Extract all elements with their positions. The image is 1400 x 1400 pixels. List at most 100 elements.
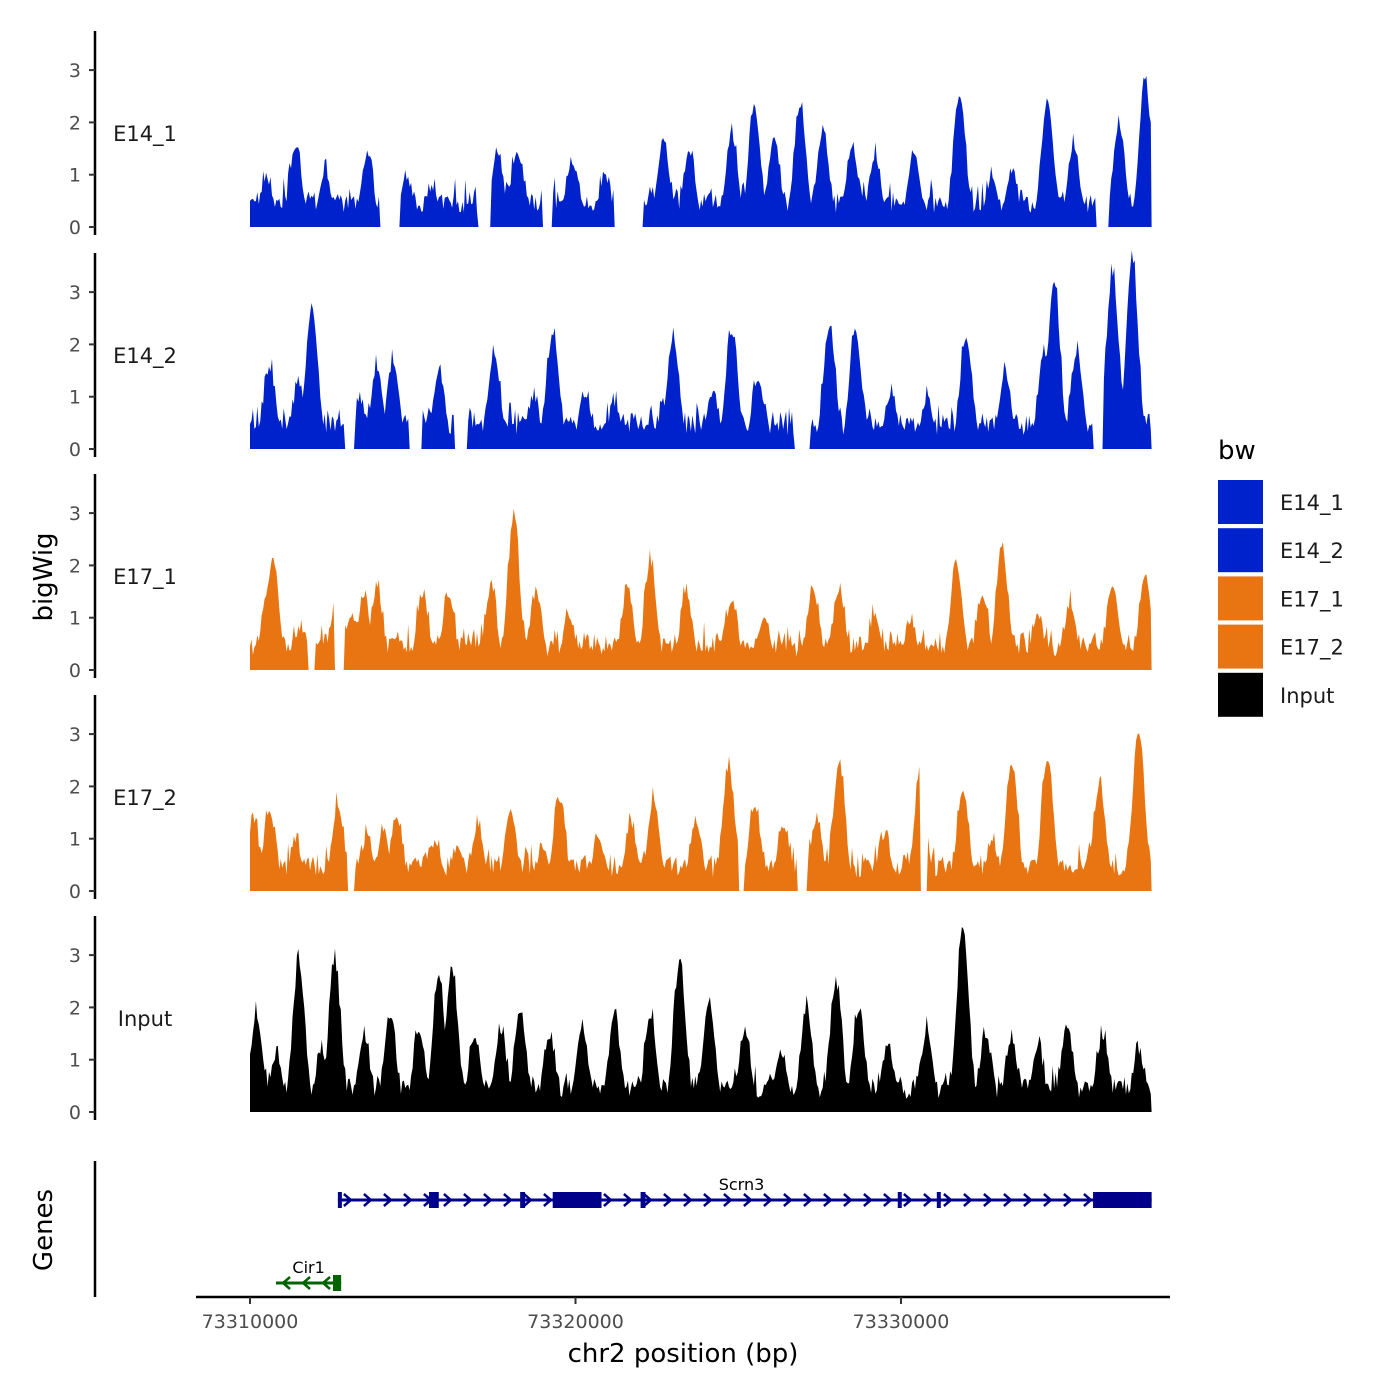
- strand-arrow: [1083, 1193, 1093, 1207]
- y-tick-label: 2: [69, 112, 81, 134]
- y-tick-label: 0: [69, 881, 81, 903]
- y-tick-label: 1: [69, 165, 81, 187]
- strand-arrow: [383, 1193, 393, 1207]
- gene-label: Cir1: [292, 1258, 324, 1277]
- track-e17-2: 0 1 2 3 E17_2: [69, 695, 1152, 903]
- coverage-area-input: [250, 926, 1152, 1112]
- track-label: E17_2: [113, 786, 177, 811]
- y-tick-label: 3: [69, 282, 81, 304]
- y-tick-label: 0: [69, 660, 81, 682]
- coverage-tracks: 0 1 2 3 E14_1 0 1 2 3 E14_2 0 1 2 3 E17_1 0 1 2 3 E17_2 0 1 2 3…: [69, 31, 1152, 1124]
- track-label: E14_1: [113, 122, 177, 147]
- strand-arrow: [301, 1276, 311, 1290]
- strand-arrow: [763, 1193, 773, 1207]
- strand-arrow: [1043, 1193, 1053, 1207]
- exon: [552, 1192, 602, 1208]
- strand-arrow: [321, 1276, 331, 1290]
- strand-arrow: [823, 1193, 833, 1207]
- strand-arrow: [363, 1193, 373, 1207]
- track-label: E17_1: [113, 565, 177, 590]
- strand-arrow: [1003, 1193, 1013, 1207]
- strand-arrow: [523, 1193, 533, 1207]
- coverage-area-e17-1: [250, 508, 1152, 670]
- track-input: 0 1 2 3 Input: [69, 916, 1152, 1124]
- genes-panel: Scrn3 Cir1: [93, 1161, 1152, 1297]
- strand-arrow: [403, 1193, 413, 1207]
- y-tick-label: 1: [69, 1050, 81, 1072]
- track-label: Input: [118, 1007, 172, 1031]
- legend-swatch: [1218, 528, 1263, 573]
- genes-track-title: Genes: [29, 1189, 59, 1271]
- y-tick-label: 3: [69, 503, 81, 525]
- exon: [640, 1192, 646, 1208]
- y-tick-label: 2: [69, 334, 81, 356]
- y-tick-label: 0: [69, 217, 81, 239]
- track-e14-1: 0 1 2 3 E14_1: [69, 31, 1152, 239]
- strand-arrow: [1063, 1193, 1073, 1207]
- strand-arrow: [663, 1193, 673, 1207]
- legend: bw E14_1 E14_2 E17_1 E17_2 Input: [1218, 436, 1344, 717]
- track-label: E14_2: [113, 344, 177, 369]
- y-tick-label: 3: [69, 60, 81, 82]
- y-tick-label: 2: [69, 555, 81, 577]
- legend-title: bw: [1218, 436, 1256, 466]
- x-tick-label: 73320000: [527, 1311, 624, 1333]
- strand-arrow: [843, 1193, 853, 1207]
- strand-arrow: [963, 1193, 973, 1207]
- legend-label: E14_1: [1280, 491, 1344, 516]
- strand-arrow: [443, 1193, 453, 1207]
- strand-arrow: [281, 1276, 291, 1290]
- strand-arrow: [483, 1193, 493, 1207]
- coverage-area-e17-2: [250, 733, 1152, 891]
- exon: [1093, 1192, 1152, 1208]
- legend-label: E17_1: [1280, 587, 1344, 612]
- legend-swatch: [1218, 576, 1263, 621]
- track-e14-2: 0 1 2 3 E14_2: [69, 250, 1152, 461]
- y-tick-label: 2: [69, 776, 81, 798]
- legend-swatch: [1218, 480, 1263, 524]
- y-tick-label: 1: [69, 608, 81, 630]
- strand-arrow: [923, 1193, 933, 1207]
- strand-arrow: [543, 1193, 553, 1207]
- y-tick-label: 0: [69, 1102, 81, 1124]
- y-tick-label: 3: [69, 724, 81, 746]
- y-tick-label: 2: [69, 997, 81, 1019]
- strand-arrow: [723, 1193, 733, 1207]
- x-tick-label: 73310000: [202, 1311, 299, 1333]
- strand-arrow: [883, 1193, 893, 1207]
- strand-arrow: [623, 1193, 633, 1207]
- strand-arrow: [603, 1193, 613, 1207]
- strand-arrow: [803, 1193, 813, 1207]
- legend-label: E17_2: [1280, 636, 1344, 661]
- strand-arrow: [343, 1193, 353, 1207]
- exon: [429, 1192, 439, 1208]
- strand-arrow: [463, 1193, 473, 1207]
- y-tick-label: 0: [69, 439, 81, 461]
- legend-label: E14_2: [1280, 539, 1344, 564]
- coverage-area-e14-2: [250, 250, 1152, 449]
- y-tick-label: 3: [69, 945, 81, 967]
- exon: [337, 1192, 342, 1208]
- y-tick-label: 1: [69, 829, 81, 851]
- strand-arrow: [983, 1193, 993, 1207]
- strand-arrow: [683, 1193, 693, 1207]
- exon: [520, 1192, 526, 1208]
- strand-arrow: [503, 1193, 513, 1207]
- x-axis-title: chr2 position (bp): [568, 1339, 799, 1369]
- coverage-area-e14-1: [250, 75, 1152, 227]
- legend-label: Input: [1280, 684, 1334, 708]
- y-axis-title: bigWig: [29, 532, 59, 621]
- x-axis: 73310000 73320000 73330000: [196, 1295, 1170, 1333]
- strand-arrow: [783, 1193, 793, 1207]
- strand-arrow: [703, 1193, 713, 1207]
- y-tick-label: 1: [69, 387, 81, 409]
- legend-swatch: [1218, 624, 1263, 669]
- strand-arrow: [903, 1193, 913, 1207]
- gene-label: Scrn3: [719, 1175, 765, 1194]
- exon: [936, 1192, 941, 1208]
- strand-arrow: [643, 1193, 653, 1207]
- strand-arrow: [1023, 1193, 1033, 1207]
- exon: [333, 1275, 342, 1291]
- x-tick-label: 73330000: [853, 1311, 950, 1333]
